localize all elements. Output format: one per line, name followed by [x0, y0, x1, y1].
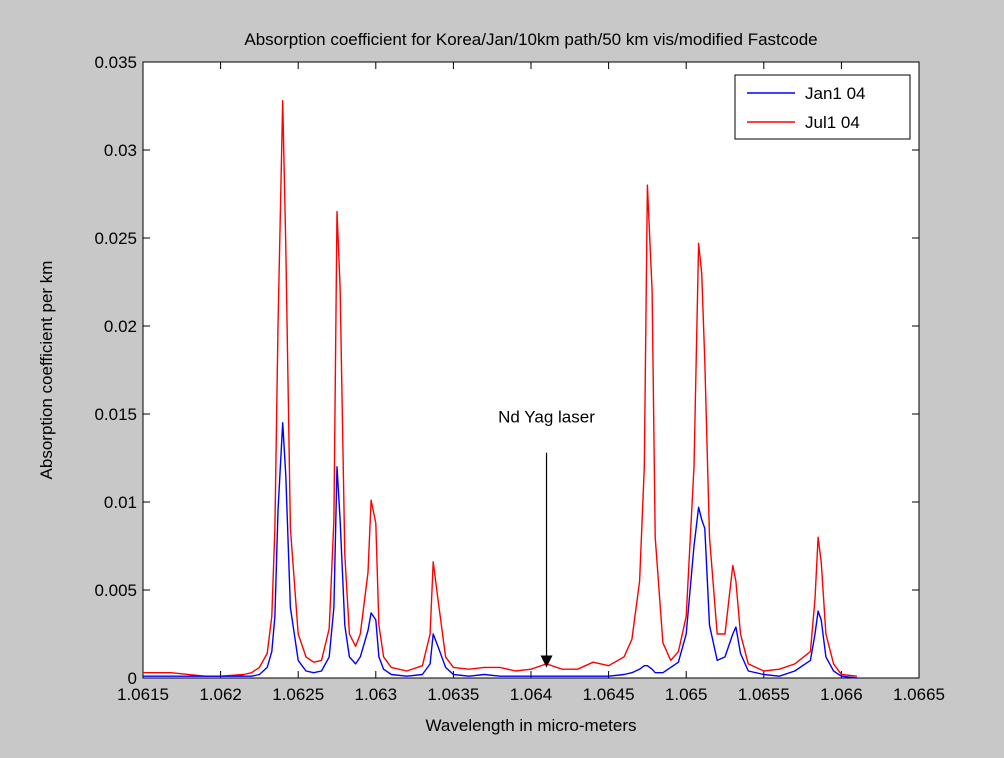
y-axis-ticks: 0 0.005 0.01 0.015 0.02 0.025 0.03 0.035	[94, 53, 919, 688]
legend: Jan1 04 Jul1 04	[734, 74, 911, 140]
x-tick-label: 1.0665	[893, 685, 945, 704]
x-tick-label: 1.065	[665, 685, 708, 704]
series-line-jan	[143, 422, 857, 679]
x-tick-label: 1.066	[820, 685, 863, 704]
y-tick-label: 0.01	[104, 493, 137, 512]
plot-area	[142, 61, 920, 679]
y-axis-label: Absorption coefficient per km	[37, 261, 56, 480]
y-tick-label: 0.03	[104, 141, 137, 160]
y-tick-label: 0.005	[94, 581, 137, 600]
y-tick-label: 0.025	[94, 229, 137, 248]
annotation-arrow-head	[540, 655, 553, 668]
x-tick-label: 1.0635	[427, 685, 479, 704]
x-tick-label: 1.064	[510, 685, 553, 704]
legend-box	[734, 74, 911, 140]
series-layer	[143, 99, 857, 679]
y-tick-label: 0.015	[94, 405, 137, 424]
y-tick-label: 0.035	[94, 53, 137, 72]
legend-label-jan: Jan1 04	[805, 84, 866, 103]
chart-title: Absorption coefficient for Korea/Jan/10k…	[244, 30, 817, 49]
x-tick-label: 1.0615	[117, 685, 169, 704]
y-tick-label: 0	[128, 669, 137, 688]
annotation-label: Nd Yag laser	[498, 408, 595, 427]
annotation-layer: Nd Yag laser	[498, 408, 595, 668]
legend-label-jul: Jul1 04	[805, 113, 860, 132]
y-tick-label: 0.02	[104, 317, 137, 336]
x-tick-label: 1.063	[355, 685, 398, 704]
x-tick-label: 1.0645	[583, 685, 635, 704]
x-tick-label: 1.0655	[738, 685, 790, 704]
x-axis-ticks: 1.0615 1.062 1.0625 1.063 1.0635 1.064 1.0645 1…	[117, 62, 945, 704]
series-line-jul	[143, 99, 857, 677]
x-axis-label: Wavelength in micro-meters	[426, 716, 637, 735]
x-tick-label: 1.0625	[272, 685, 324, 704]
x-tick-label: 1.062	[199, 685, 242, 704]
